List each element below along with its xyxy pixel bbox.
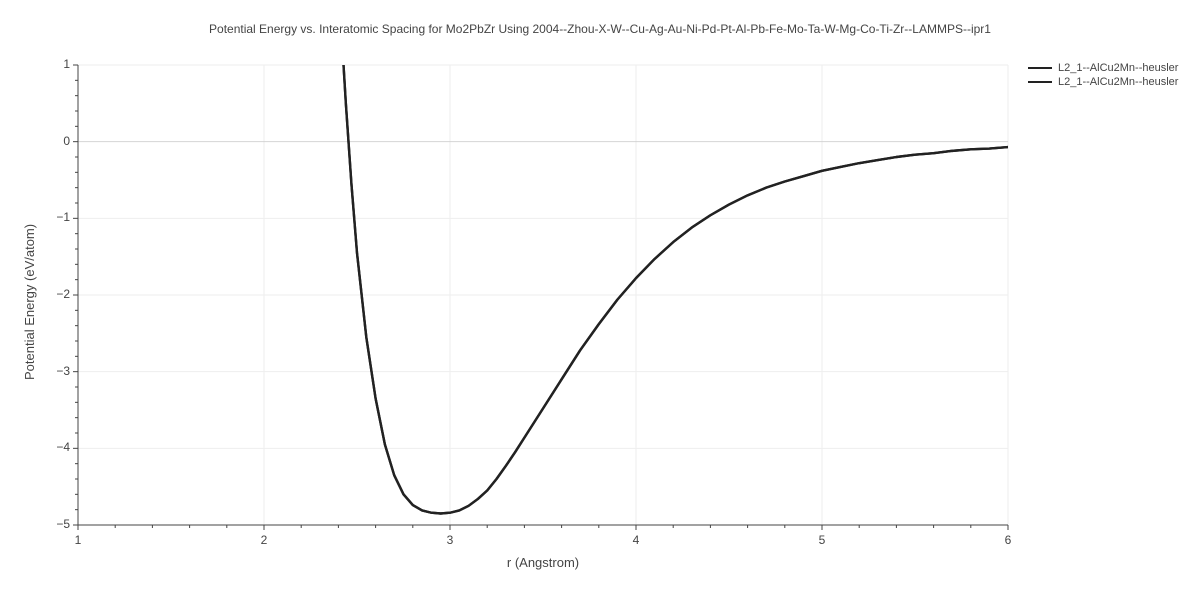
y-axis-label: Potential Energy (eV/atom) bbox=[22, 224, 37, 380]
legend-label: L2_1--AlCu2Mn--heusler bbox=[1058, 62, 1178, 74]
x-tick-label: 1 bbox=[68, 533, 88, 547]
x-tick-label: 5 bbox=[812, 533, 832, 547]
plot-area bbox=[0, 0, 1200, 600]
x-tick-label: 3 bbox=[440, 533, 460, 547]
x-tick-label: 6 bbox=[998, 533, 1018, 547]
legend-line-icon bbox=[1028, 81, 1052, 83]
legend-label: L2_1--AlCu2Mn--heusler bbox=[1058, 76, 1178, 88]
legend-item[interactable]: L2_1--AlCu2Mn--heusler bbox=[1028, 62, 1178, 74]
y-tick-label: −4 bbox=[46, 440, 70, 454]
y-tick-label: −5 bbox=[46, 517, 70, 531]
y-tick-label: −1 bbox=[46, 210, 70, 224]
legend: L2_1--AlCu2Mn--heusler L2_1--AlCu2Mn--heu… bbox=[1028, 62, 1178, 90]
x-axis-label: r (Angstrom) bbox=[483, 555, 603, 570]
x-tick-label: 4 bbox=[626, 533, 646, 547]
chart-container: { "chart": { "type": "line", "title": "P… bbox=[0, 0, 1200, 600]
y-tick-label: −3 bbox=[46, 364, 70, 378]
legend-item[interactable]: L2_1--AlCu2Mn--heusler bbox=[1028, 76, 1178, 88]
legend-line-icon bbox=[1028, 67, 1052, 69]
y-tick-label: 0 bbox=[46, 134, 70, 148]
y-tick-label: 1 bbox=[46, 57, 70, 71]
y-tick-label: −2 bbox=[46, 287, 70, 301]
x-tick-label: 2 bbox=[254, 533, 274, 547]
